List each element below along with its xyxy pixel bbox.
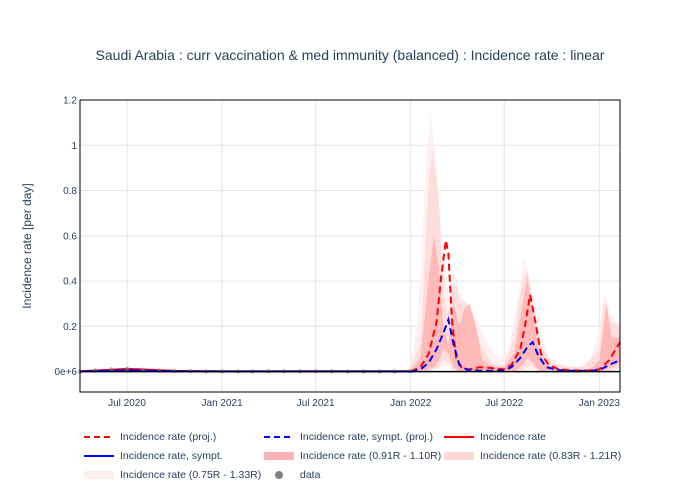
legend-item-incidence-rate-0-91r-1-10r[interactable]: Incidence rate (0.91R - 1.10R) xyxy=(264,447,441,465)
legend-swatch xyxy=(84,436,114,438)
legend-swatch xyxy=(84,455,114,457)
x-tick-label-jan-2023: Jan 2023 xyxy=(579,398,621,409)
legend-label: Incidence rate, sympt. xyxy=(120,450,223,462)
x-tick-label-jul-2020: Jul 2020 xyxy=(108,398,146,409)
tick-layer: Jul 2020 Jan 2021 Jul 2021 Jan 2022 Jul 2022… xyxy=(54,96,620,410)
legend-item-incidence-rate-sympt[interactable]: Incidence rate, sympt. xyxy=(84,447,223,465)
legend-label: Incidence rate (proj.) xyxy=(120,431,217,443)
legend-item-incidence-rate-sympt-proj[interactable]: Incidence rate, sympt. (proj.) xyxy=(264,428,433,446)
y-tick-label-0-6: 0.6 xyxy=(63,231,77,242)
legend-label: Incidence rate (0.83R - 1.21R) xyxy=(480,450,622,462)
y-tick-label-1-2: 1.2 xyxy=(63,96,77,107)
x-tick-label-jan-2021: Jan 2021 xyxy=(202,398,244,409)
legend-swatch xyxy=(444,452,474,460)
y-tick-label-0-4: 0.4 xyxy=(63,277,77,288)
y-tick-label-0-2: 0.2 xyxy=(63,322,77,333)
legend-swatch xyxy=(275,471,283,479)
band-layer xyxy=(410,111,620,372)
axis-layer xyxy=(79,99,621,393)
legend-item-incidence-rate-proj[interactable]: Incidence rate (proj.) xyxy=(84,428,216,446)
legend-swatch xyxy=(84,471,114,479)
plot-frame xyxy=(79,99,621,393)
legend-label: data xyxy=(300,469,321,481)
x-tick-label-jan-2022: Jan 2022 xyxy=(390,398,432,409)
legend-swatch xyxy=(264,436,294,438)
legend-item-incidence-rate-0-75r-1-33r[interactable]: Incidence rate (0.75R - 1.33R) xyxy=(84,466,261,484)
chart-title: Saudi Arabia : curr vaccination & med im… xyxy=(96,47,605,63)
legend-label: Incidence rate xyxy=(480,431,546,443)
legend-label: Incidence rate (0.91R - 1.10R) xyxy=(300,450,442,462)
legend-item-incidence-rate-0-83r-1-21r[interactable]: Incidence rate (0.83R - 1.21R) xyxy=(444,447,621,465)
legend-label: Incidence rate, sympt. (proj.) xyxy=(300,431,434,443)
legend-swatch xyxy=(264,452,294,460)
legend-item-data[interactable]: data xyxy=(264,466,320,484)
legend-swatch xyxy=(444,436,474,438)
legend-label: Incidence rate (0.75R - 1.33R) xyxy=(120,469,262,481)
band-incidence-rate-0-91r-1-10r xyxy=(410,235,620,372)
marker-layer xyxy=(77,366,413,374)
data-point xyxy=(124,366,130,372)
y-axis-label: Incidence rate [per day] xyxy=(20,183,34,308)
x-tick-label-jul-2021: Jul 2021 xyxy=(297,398,335,409)
data-point xyxy=(109,367,114,372)
y-tick-label-0-8: 0.8 xyxy=(63,186,77,197)
x-tick-label-jul-2022: Jul 2022 xyxy=(485,398,523,409)
y-tick-label-0e-6: 0e+6 xyxy=(54,367,77,378)
legend-item-incidence-rate[interactable]: Incidence rate xyxy=(444,428,546,446)
y-tick-label-1: 1 xyxy=(71,141,77,152)
